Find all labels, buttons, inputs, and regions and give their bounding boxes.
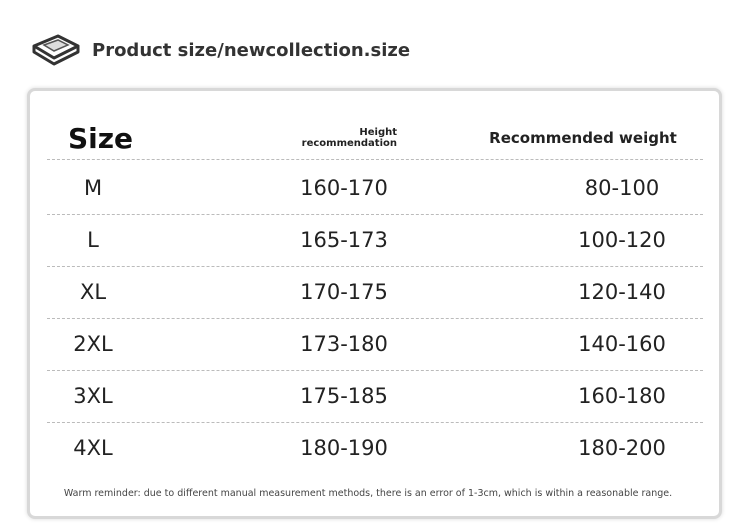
table-cell: XL xyxy=(79,280,107,304)
footer-note: Warm reminder: due to different manual m… xyxy=(63,488,673,499)
table-cell: 3XL xyxy=(73,384,113,408)
table-cell: M xyxy=(83,176,103,200)
header-weight: Recommended weight xyxy=(489,129,677,147)
table-cell: 2XL xyxy=(73,332,113,356)
table-cell: 80-100 xyxy=(584,176,660,200)
table-cell: 173-180 xyxy=(300,332,388,356)
table-cell: 120-140 xyxy=(578,280,666,304)
table-cell: 100-120 xyxy=(578,228,666,252)
table-cell: 160-170 xyxy=(300,176,388,200)
page-title: Product size/newcollection.size xyxy=(92,40,411,61)
table-cell: 170-175 xyxy=(300,280,388,304)
header-height: Height recommendation xyxy=(287,127,397,149)
row-divider xyxy=(47,266,703,267)
table-cell: 165-173 xyxy=(300,228,388,252)
row-divider xyxy=(47,159,703,160)
table-cell: 160-180 xyxy=(578,384,666,408)
box-icon xyxy=(32,34,80,66)
row-divider xyxy=(47,318,703,319)
table-cell: 4XL xyxy=(73,436,113,460)
header-height-line: recommendation xyxy=(301,138,397,149)
header-height-line: Height xyxy=(359,127,397,138)
header-size: Size xyxy=(68,122,134,155)
table-cell: 180-200 xyxy=(578,436,666,460)
table-cell: L xyxy=(87,228,99,252)
table-cell: 140-160 xyxy=(578,332,666,356)
table-cell: 180-190 xyxy=(300,436,388,460)
row-divider xyxy=(47,422,703,423)
row-divider xyxy=(47,370,703,371)
table-cell: 175-185 xyxy=(300,384,388,408)
row-divider xyxy=(47,214,703,215)
